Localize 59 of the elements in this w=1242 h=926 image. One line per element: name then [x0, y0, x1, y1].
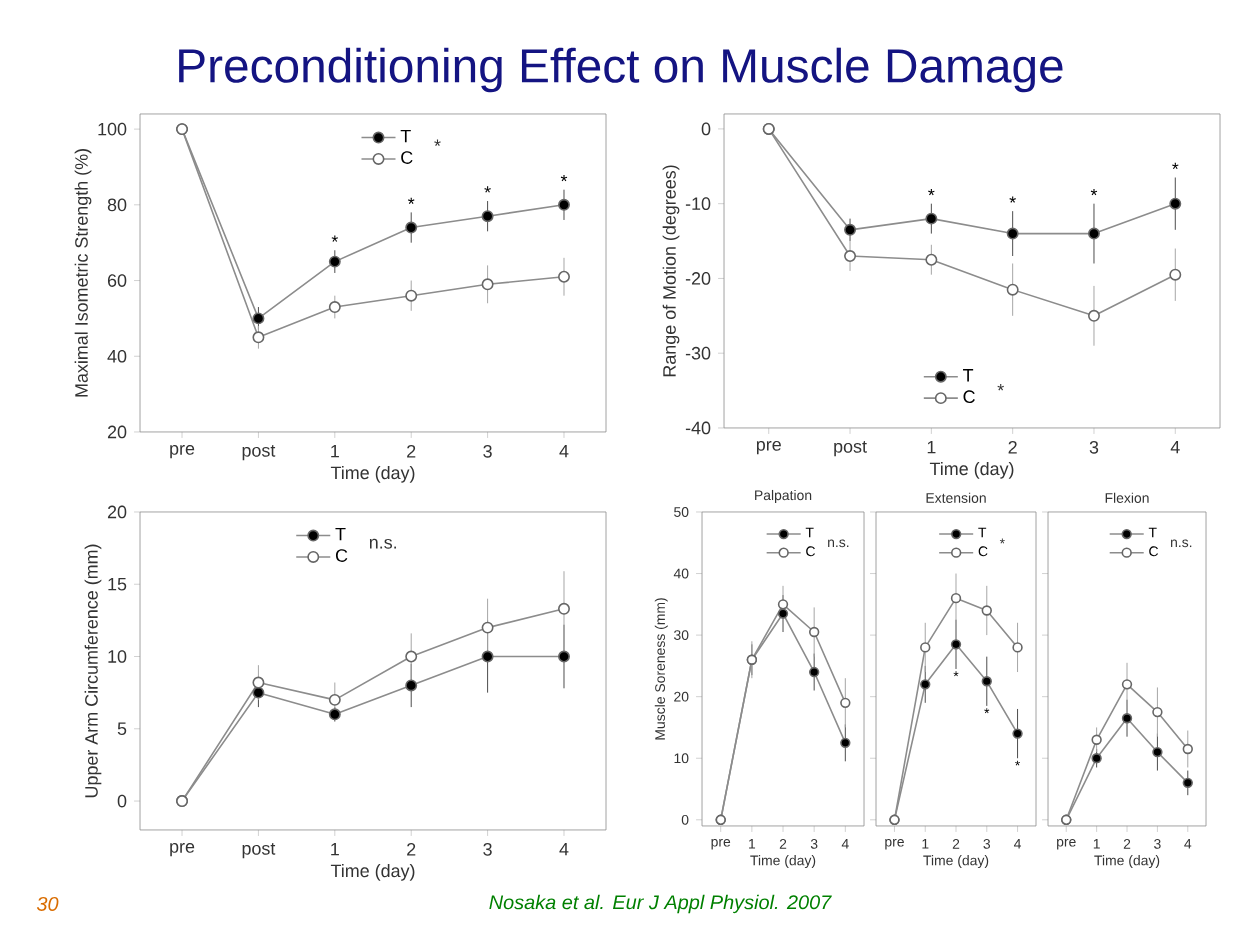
annotation: * — [434, 139, 441, 146]
x-tick-label: 1 — [331, 842, 339, 856]
x-axis-title: Time (day) — [330, 864, 415, 881]
text: Nosaka et al. Eur J Appl Physiol. 2007 — [489, 894, 832, 914]
annotation: * — [1172, 162, 1179, 170]
x-tick-label: 2 — [407, 842, 416, 856]
y-tick-label: 20 — [107, 505, 127, 519]
y-axis-title: Range of Motion (degrees) — [662, 165, 680, 377]
y-axis-title: Upper Arm Circumference (mm) — [84, 544, 102, 798]
x-tick-label: 2 — [1008, 440, 1017, 454]
x-axis-title: Time (day) — [330, 466, 415, 483]
legend-label: T — [400, 129, 411, 143]
x-tick-label: 2 — [407, 444, 416, 458]
x-tick-label: post — [242, 444, 276, 461]
y-tick-label: 60 — [107, 274, 127, 287]
x-tick-label: 4 — [559, 444, 569, 458]
x-tick-label: 3 — [483, 444, 492, 458]
y-tick-label: 5 — [117, 722, 127, 736]
legend-label: T — [335, 527, 346, 541]
annotation: * — [1090, 188, 1098, 196]
y-tick-label: 80 — [107, 198, 127, 212]
x-tick-label: 3 — [1089, 440, 1099, 454]
annotation: * — [928, 188, 935, 196]
x-tick-label: post — [834, 440, 867, 457]
x-tick-label: 3 — [483, 842, 492, 856]
y-tick-label: 40 — [107, 349, 127, 363]
legend-label: C — [401, 151, 413, 164]
x-tick-label: pre — [756, 440, 781, 455]
y-axis-title: Maximal Isometric Strength (%) — [74, 149, 92, 397]
chart-title: Preconditioning Effect on Muscle Damage — [179, 47, 1063, 93]
legend-label: C — [963, 390, 975, 404]
y-tick-label: 15 — [108, 577, 127, 591]
annotation: * — [484, 186, 491, 193]
legend-label: T — [963, 369, 974, 382]
y-tick-label: 10 — [108, 650, 127, 663]
x-tick-label: 4 — [1170, 440, 1180, 454]
x-tick-label: pre — [170, 444, 195, 459]
x-tick-label: pre — [170, 842, 195, 857]
annotation: * — [560, 174, 568, 182]
annotation: n.s. — [369, 538, 397, 549]
annotation: * — [331, 235, 339, 242]
y-tick-label: 100 — [98, 122, 127, 136]
annotation: * — [1009, 196, 1016, 203]
x-tick-label: 4 — [559, 842, 569, 856]
y-tick-label: -10 — [685, 197, 711, 211]
x-tick-label: post — [242, 842, 276, 859]
annotation: * — [408, 197, 415, 204]
x-tick-label: 1 — [331, 444, 339, 458]
y-tick-label: -40 — [685, 421, 711, 435]
y-tick-label: -30 — [685, 346, 711, 360]
y-tick-label: 0 — [117, 794, 127, 808]
legend-label: C — [335, 549, 348, 562]
y-tick-label: 0 — [701, 122, 711, 136]
annotation: * — [997, 384, 1004, 391]
x-tick-label: 1 — [927, 440, 936, 454]
text: 30 — [36, 896, 59, 911]
x-axis-title: Time (day) — [929, 461, 1014, 479]
y-tick-label: -20 — [685, 272, 711, 285]
y-tick-label: 20 — [107, 425, 127, 439]
